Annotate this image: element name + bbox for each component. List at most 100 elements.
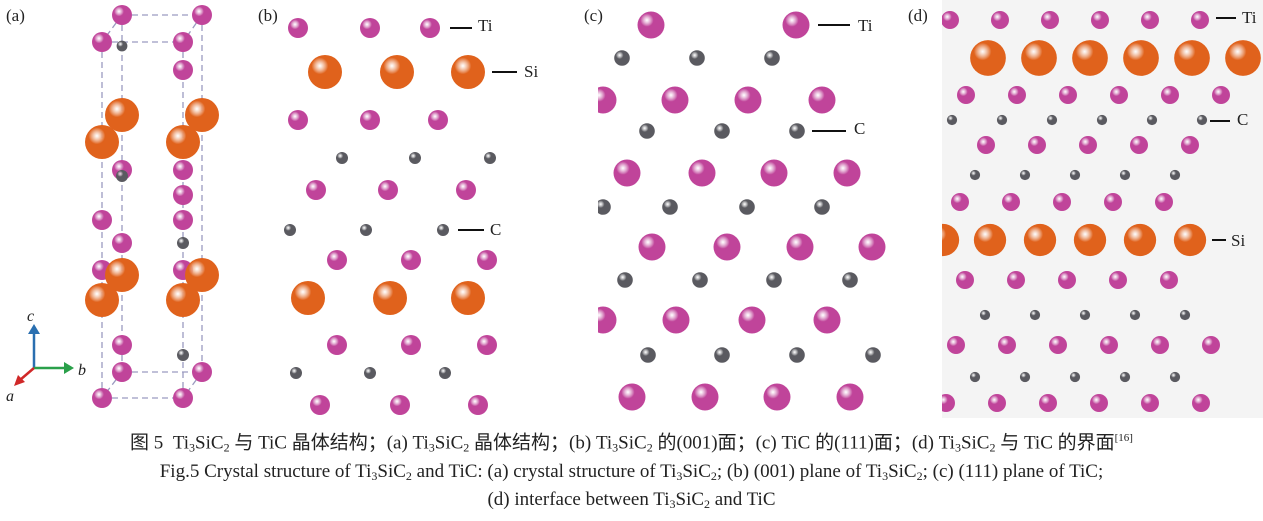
- titanium-atom: [1151, 336, 1169, 354]
- titanium-atom: [598, 306, 617, 334]
- titanium-atom: [1053, 193, 1071, 211]
- titanium-atom: [1212, 86, 1230, 104]
- carbon-atom: [484, 152, 496, 164]
- carbon-atom: [865, 347, 881, 363]
- silicon-atom: [166, 125, 200, 159]
- titanium-atom: [1109, 271, 1127, 289]
- titanium-atom: [760, 159, 788, 187]
- silicon-atom: [105, 258, 139, 292]
- titanium-atom: [782, 11, 810, 39]
- formula-ti: Ti: [172, 432, 190, 454]
- titanium-atom: [637, 11, 665, 39]
- titanium-atom: [836, 383, 864, 411]
- carbon-atom: [177, 349, 189, 361]
- formula-ti: Ti: [595, 432, 613, 454]
- silicon-atom: [1173, 223, 1207, 257]
- caption-text: 与 TiC 的界面: [995, 432, 1115, 454]
- titanium-atom: [1007, 271, 1025, 289]
- panel-a-label: (a): [6, 6, 25, 25]
- formula-sic: SiC: [618, 432, 647, 454]
- carbon-atom: [284, 224, 296, 236]
- caption-zh: 图 5 Ti3SiC2 与 TiC 晶体结构；(a) Ti3SiC2 晶体结构；…: [0, 432, 1263, 455]
- titanium-atom: [1191, 11, 1209, 29]
- titanium-atom: [288, 18, 308, 38]
- carbon-atom: [969, 371, 981, 383]
- caption-en-line2: (d) interface between Ti3SiC2 and TiC: [0, 490, 1263, 510]
- axis-c-arrowhead: [28, 324, 40, 334]
- formula-sic: SiC: [195, 432, 224, 454]
- carbon-atom: [640, 347, 656, 363]
- caption-fig-number: 图 5: [130, 432, 164, 454]
- titanium-atom: [378, 180, 398, 200]
- b-ti-label: Ti: [478, 16, 493, 35]
- carbon-atom: [1096, 114, 1108, 126]
- axis-a-label: a: [6, 388, 14, 405]
- carbon-atom: [1069, 371, 1081, 383]
- carbon-atom: [336, 152, 348, 164]
- formula-sub: 3: [676, 469, 683, 483]
- formula-sub: 2: [710, 469, 717, 483]
- silicon-atom: [1072, 40, 1108, 76]
- titanium-atom: [613, 159, 641, 187]
- silicon-atom: [85, 283, 119, 317]
- panel-c-label: (c): [584, 6, 603, 25]
- c-c-label: C: [854, 119, 866, 138]
- formula-sic: SiC: [682, 461, 711, 482]
- carbon-atom: [714, 123, 730, 139]
- carbon-atom: [360, 224, 372, 236]
- titanium-atom: [327, 250, 347, 270]
- caption-text: ; (c) (111) plane of TiC;: [922, 461, 1104, 482]
- titanium-atom: [92, 32, 112, 52]
- d-si-label: Si: [1231, 231, 1246, 250]
- carbon-atom: [1119, 169, 1131, 181]
- titanium-atom: [1090, 394, 1108, 412]
- titanium-atom: [310, 395, 330, 415]
- titanium-atom: [112, 233, 132, 253]
- titanium-atom: [1002, 193, 1020, 211]
- formula-ti: Ti: [355, 461, 372, 482]
- carbon-atom: [689, 50, 705, 66]
- panel-b-label: (b): [258, 6, 278, 25]
- titanium-atom: [477, 335, 497, 355]
- d-ti-label: Ti: [1242, 8, 1257, 27]
- carbon-atom: [598, 199, 611, 215]
- caption-en-line1: Fig.5 Crystal structure of Ti3SiC2 and T…: [0, 462, 1263, 482]
- titanium-atom: [598, 86, 617, 114]
- titanium-atom: [738, 306, 766, 334]
- formula-sub: 3: [371, 469, 378, 483]
- titanium-atom: [618, 383, 646, 411]
- silicon-atom: [85, 125, 119, 159]
- titanium-atom: [173, 185, 193, 205]
- titanium-atom: [942, 11, 959, 29]
- formula-sub: 2: [989, 440, 996, 455]
- titanium-atom: [956, 271, 974, 289]
- titanium-atom: [1008, 86, 1026, 104]
- caption-text: ; (b) (001) plane of: [716, 461, 866, 482]
- silicon-atom: [942, 223, 960, 257]
- formula-ti: Ti: [653, 489, 670, 510]
- silicon-atom: [1123, 40, 1159, 76]
- titanium-atom: [1141, 394, 1159, 412]
- titanium-atom: [360, 110, 380, 130]
- carbon-atom: [439, 367, 451, 379]
- formula-sub: 3: [669, 497, 676, 511]
- carbon-atom: [409, 152, 421, 164]
- titanium-atom: [1049, 336, 1067, 354]
- carbon-atom: [364, 367, 376, 379]
- axis-a-arrowhead: [14, 375, 25, 386]
- titanium-atom: [786, 233, 814, 261]
- caption-text: and TiC: [710, 489, 776, 510]
- formula-sub: 3: [882, 469, 889, 483]
- titanium-atom: [428, 110, 448, 130]
- carbon-atom: [1119, 371, 1131, 383]
- titanium-atom: [112, 362, 132, 382]
- b-c-label: C: [490, 220, 502, 239]
- formula-ti: Ti: [938, 432, 955, 454]
- carbon-atom: [1169, 169, 1181, 181]
- carbon-atom: [617, 272, 633, 288]
- carbon-atom: [1129, 309, 1141, 321]
- titanium-atom: [1100, 336, 1118, 354]
- titanium-atom: [173, 210, 193, 230]
- carbon-atom: [1019, 371, 1031, 383]
- titanium-atom: [1091, 11, 1109, 29]
